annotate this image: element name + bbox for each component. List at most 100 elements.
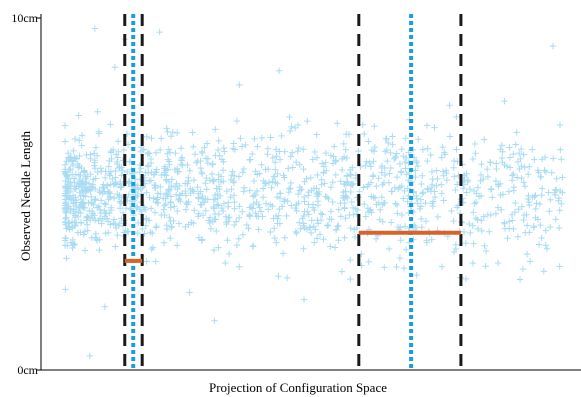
scatter-point [531,156,538,163]
scatter-point [174,207,181,215]
scatter-point [269,154,277,162]
scatter-point [277,190,284,197]
scatter-point [506,144,513,151]
scatter-point [474,184,482,191]
scatter-point [470,209,477,216]
scatter-point [61,122,69,129]
scatter-point [510,187,517,194]
scatter-point [385,179,393,186]
scatter-point [428,236,435,243]
scatter-point [71,241,78,248]
scatter-point [320,236,327,243]
scatter-point [206,214,214,221]
scatter-point [270,173,277,181]
scatter-point [173,242,181,249]
scatter-point [405,149,412,156]
scatter-point [231,205,238,212]
scatter-point [202,180,209,187]
scatter-point [264,150,271,158]
scatter-point [185,177,192,185]
scatter-point [498,206,505,214]
scatter-point [482,263,489,270]
scatter-point [236,81,243,89]
scatter-point [337,178,344,185]
scatter-point [533,200,540,207]
scatter-point [182,187,189,195]
scatter-point [72,202,80,210]
scatter-point [228,186,235,193]
scatter-point [559,189,566,196]
scatter-point [194,213,202,220]
scatter-point [151,209,159,216]
scatter-point [230,140,237,147]
scatter-point [397,168,405,175]
scatter-point [278,203,286,210]
scatter-point [102,201,110,208]
scatter-point [163,191,171,198]
scatter-point [556,207,563,214]
scatter-point [322,159,329,166]
scatter-point [189,129,196,136]
scatter-point [165,186,172,193]
scatter-point [450,217,457,225]
scatter-point [275,272,282,280]
scatter-point [384,157,391,165]
scatter-point [412,173,419,181]
scatter-point [127,206,135,214]
scatter-point [249,193,257,200]
scatter-point [546,223,554,231]
scatter-point [372,235,380,243]
scatter-point [327,152,335,159]
scatter-point [391,155,398,163]
scatter-point [373,201,380,208]
scatter-point [441,151,449,158]
scatter-point [311,148,319,156]
scatter-point [488,185,495,193]
scatter-point [259,185,267,192]
scatter-point [413,271,420,279]
scatter-point [145,177,153,185]
scatter-point [540,267,547,275]
scatter-point [160,206,167,213]
scatter-point [171,166,179,173]
scatter-point [276,148,283,155]
scatter-point [104,182,111,190]
scatter-point [93,236,100,243]
scatter-point [361,200,368,208]
scatter-point [545,189,552,196]
scatter-point [116,198,124,205]
scatter-point [224,218,232,225]
scatter-point [492,210,500,217]
scatter-point [419,146,427,153]
scatter-point [62,207,69,215]
scatter-point [295,190,302,198]
scatter-point [231,198,238,206]
scatter-point [114,190,121,198]
scatter-point [85,199,92,206]
scatter-point [252,168,259,175]
scatter-point [558,156,565,163]
scatter-point [340,180,348,188]
scatter-point [344,179,351,186]
scatter-point [392,200,399,207]
y-axis-label: Observed Needle Length [18,131,33,261]
scatter-point [286,127,294,135]
scatter-point [134,182,141,189]
scatter-point [86,352,94,360]
scatter-point [153,222,160,230]
scatter-point [463,189,470,196]
scatter-point [498,154,506,162]
scatter-point [510,150,517,158]
scatter-point [218,156,226,163]
scatter-point [393,150,400,157]
scatter-point [414,200,421,207]
scatter-point [254,171,261,178]
scatter-point [373,182,380,190]
scatter-point [258,134,265,142]
scatter-point [220,200,228,207]
scatter-point [402,165,409,172]
scatter-point [149,244,157,251]
scatter-point [215,244,222,251]
scatter-point [243,221,250,229]
scatter-point [272,146,280,153]
